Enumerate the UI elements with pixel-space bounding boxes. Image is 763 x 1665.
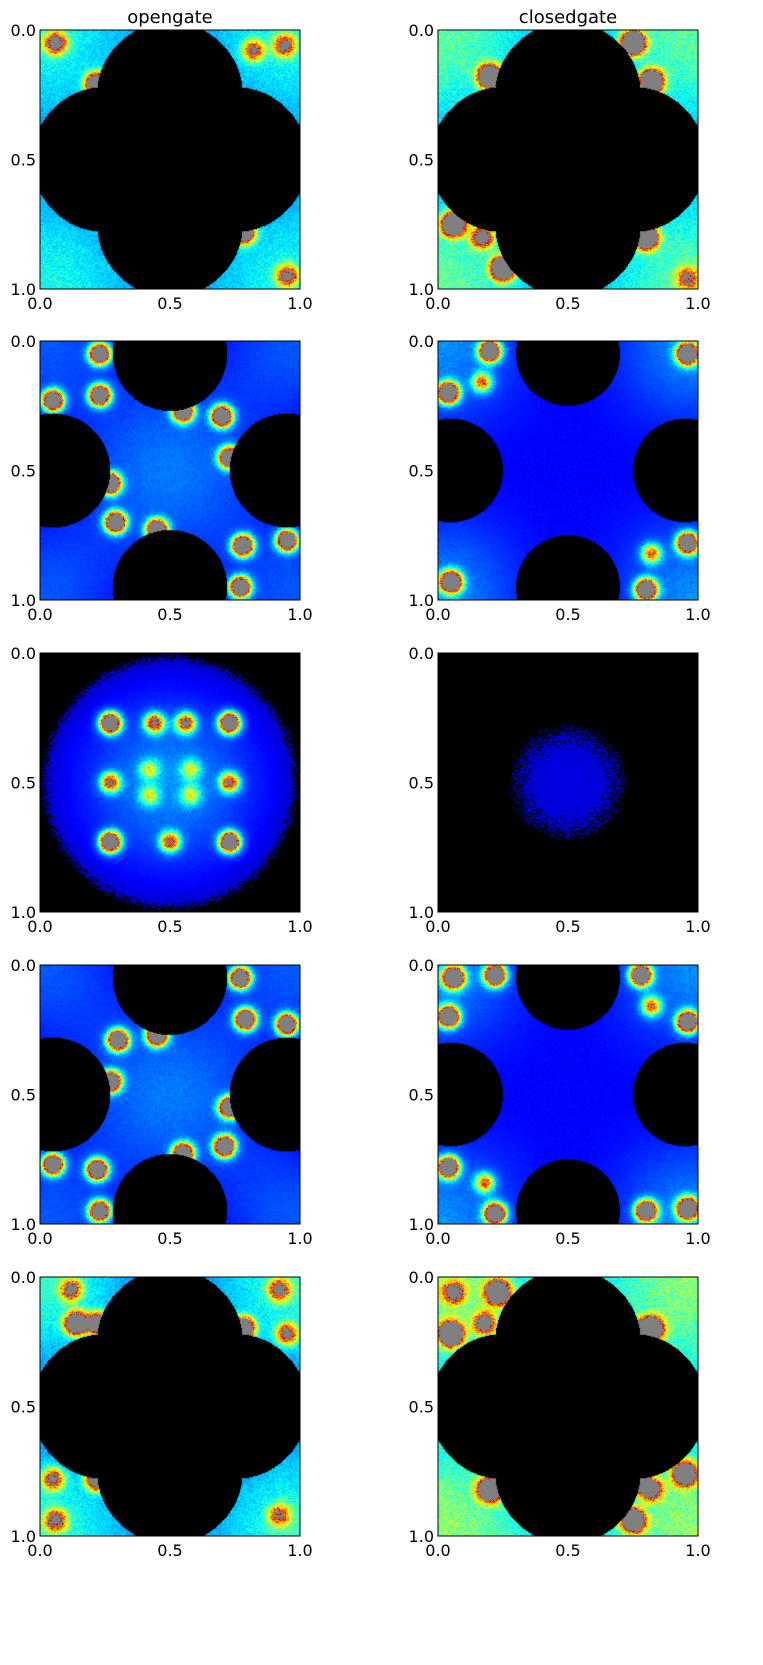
x-tick-label: 0.5 bbox=[157, 917, 182, 936]
y-tick-label: 1.0 bbox=[409, 280, 434, 299]
y-tick-label: 0.0 bbox=[409, 1268, 434, 1287]
x-tick-label: 0.0 bbox=[425, 294, 450, 313]
y-tick-label: 1.0 bbox=[409, 903, 434, 922]
y-tick-label: 0.0 bbox=[11, 1268, 36, 1287]
panel-title: opengate bbox=[127, 7, 213, 28]
y-tick-label: 0.5 bbox=[409, 151, 434, 170]
x-tick-label: 1.0 bbox=[685, 294, 710, 313]
x-tick-label: 0.5 bbox=[555, 605, 580, 624]
y-tick-label: 0.5 bbox=[409, 1086, 434, 1105]
x-tick-label: 0.0 bbox=[425, 1541, 450, 1560]
x-tick-label: 0.5 bbox=[555, 1229, 580, 1248]
y-tick-label: 0.5 bbox=[409, 774, 434, 793]
x-tick-label: 0.0 bbox=[27, 605, 52, 624]
heatmap-image bbox=[40, 653, 300, 912]
heatmap-image bbox=[40, 965, 300, 1224]
heatmap-image bbox=[438, 30, 698, 289]
y-tick-label: 1.0 bbox=[11, 591, 36, 610]
heatmap-image bbox=[438, 653, 698, 912]
heatmap-image bbox=[40, 30, 300, 289]
x-tick-label: 1.0 bbox=[685, 917, 710, 936]
heatmap-panel-2-left: 0.0 0.5 1.00.00.51.0 bbox=[11, 332, 313, 624]
heatmap-panel-4-right: 0.0 0.5 1.00.00.51.0 bbox=[409, 956, 711, 1248]
heatmap-image bbox=[438, 965, 698, 1224]
heatmap-image bbox=[40, 341, 300, 600]
heatmap-panel-2-right: 0.0 0.5 1.00.00.51.0 bbox=[409, 332, 711, 624]
y-tick-label: 0.0 bbox=[409, 21, 434, 40]
y-tick-label: 0.5 bbox=[409, 1398, 434, 1417]
y-tick-label: 1.0 bbox=[11, 280, 36, 299]
y-tick-label: 1.0 bbox=[11, 1215, 36, 1234]
heatmap-image bbox=[438, 341, 698, 600]
x-tick-label: 0.0 bbox=[27, 1541, 52, 1560]
heatmap-panel-3-left: 0.0 0.5 1.00.00.51.0 bbox=[11, 644, 313, 936]
x-tick-label: 0.0 bbox=[27, 294, 52, 313]
y-tick-label: 1.0 bbox=[409, 1215, 434, 1234]
y-tick-label: 0.0 bbox=[11, 21, 36, 40]
x-tick-label: 0.5 bbox=[555, 917, 580, 936]
x-tick-label: 1.0 bbox=[685, 1229, 710, 1248]
panel-title: closedgate bbox=[519, 7, 617, 28]
heatmap-image bbox=[40, 1277, 300, 1536]
heatmap-image bbox=[438, 1277, 698, 1536]
y-tick-label: 0.0 bbox=[409, 332, 434, 351]
y-tick-label: 0.0 bbox=[11, 956, 36, 975]
y-tick-label: 1.0 bbox=[11, 1527, 36, 1546]
y-tick-label: 0.0 bbox=[409, 644, 434, 663]
y-tick-label: 0.5 bbox=[409, 462, 434, 481]
x-tick-label: 0.0 bbox=[27, 917, 52, 936]
y-tick-label: 0.5 bbox=[11, 774, 36, 793]
x-tick-label: 0.5 bbox=[555, 1541, 580, 1560]
x-tick-label: 1.0 bbox=[287, 605, 312, 624]
x-tick-label: 0.5 bbox=[555, 294, 580, 313]
x-tick-label: 0.5 bbox=[157, 605, 182, 624]
x-tick-label: 0.5 bbox=[157, 1541, 182, 1560]
y-tick-label: 1.0 bbox=[409, 591, 434, 610]
x-tick-label: 1.0 bbox=[685, 605, 710, 624]
y-tick-label: 1.0 bbox=[409, 1527, 434, 1546]
y-tick-label: 1.0 bbox=[11, 903, 36, 922]
y-tick-label: 0.0 bbox=[409, 956, 434, 975]
x-tick-label: 0.0 bbox=[425, 1229, 450, 1248]
heatmap-panel-3-right: 0.0 0.5 1.00.00.51.0 bbox=[409, 644, 711, 936]
x-tick-label: 0.0 bbox=[27, 1229, 52, 1248]
heatmap-panel-4-left: 0.0 0.5 1.00.00.51.0 bbox=[11, 956, 313, 1248]
x-tick-label: 1.0 bbox=[287, 294, 312, 313]
x-tick-label: 0.5 bbox=[157, 1229, 182, 1248]
y-tick-label: 0.0 bbox=[11, 332, 36, 351]
heatmap-panel-5-left: 0.0 0.5 1.00.00.51.0 bbox=[11, 1268, 313, 1560]
y-tick-label: 0.5 bbox=[11, 1086, 36, 1105]
y-tick-label: 0.5 bbox=[11, 151, 36, 170]
heatmap-panel-5-right: 0.0 0.5 1.00.00.51.0 bbox=[409, 1268, 711, 1560]
x-tick-label: 0.5 bbox=[157, 294, 182, 313]
y-tick-label: 0.5 bbox=[11, 1398, 36, 1417]
x-tick-label: 1.0 bbox=[287, 1541, 312, 1560]
y-tick-label: 0.0 bbox=[11, 644, 36, 663]
x-tick-label: 0.0 bbox=[425, 917, 450, 936]
y-tick-label: 0.5 bbox=[11, 462, 36, 481]
x-tick-label: 1.0 bbox=[287, 1229, 312, 1248]
x-tick-label: 0.0 bbox=[425, 605, 450, 624]
x-tick-label: 1.0 bbox=[685, 1541, 710, 1560]
x-tick-label: 1.0 bbox=[287, 917, 312, 936]
